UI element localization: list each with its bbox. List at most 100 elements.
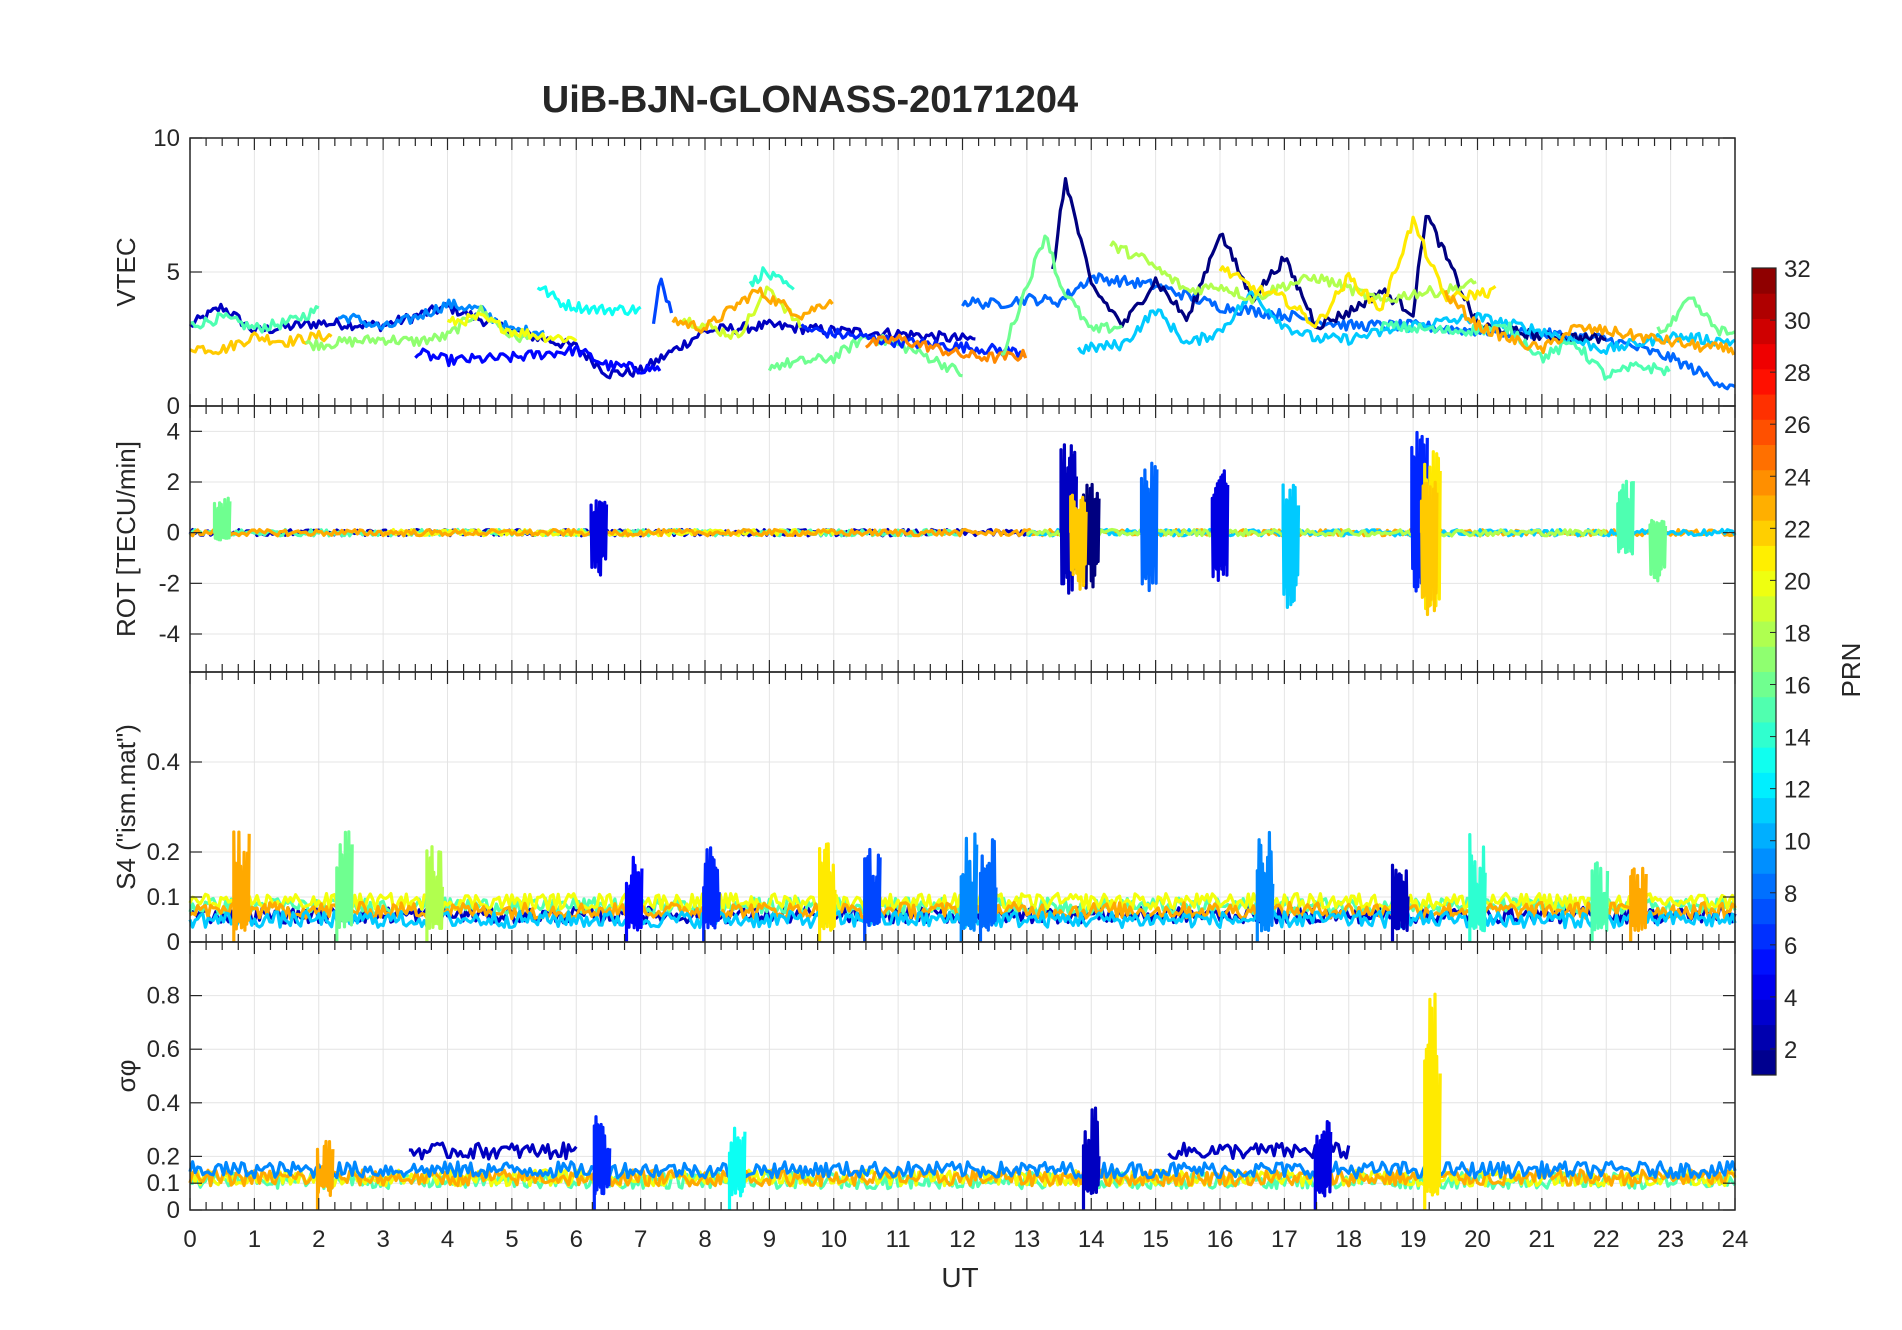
series-prn-5	[414, 344, 662, 375]
series-prn-20	[446, 311, 578, 344]
series-prn-3	[408, 1141, 578, 1161]
colorbar-segment	[1752, 494, 1776, 521]
colorbar-tick-label: 4	[1784, 985, 1797, 1012]
spike-prn-3	[1081, 1106, 1101, 1210]
spike-prn-11	[1281, 483, 1301, 609]
spike-prn-21	[818, 842, 837, 942]
series-prn-1	[1051, 177, 1607, 345]
y-tick-label: 5	[167, 259, 180, 286]
series-prn-14	[748, 266, 795, 291]
x-axis: 0 1 2 3 4 5 6 7 8 9 10 11 12 13 14 15 16 17 18 19 20 21 22 23 24	[183, 1226, 1748, 1253]
y-tick-label: 0.6	[147, 1036, 180, 1063]
colorbar-segment	[1752, 999, 1776, 1026]
x-tick-label: 12	[949, 1226, 976, 1253]
colorbar-tick-label: 14	[1784, 725, 1811, 752]
series-prn-16	[767, 333, 963, 378]
colorbar-tick-label: 30	[1784, 308, 1811, 335]
y-tick-label: 0.4	[147, 749, 180, 776]
series-prn-17	[304, 304, 531, 352]
series-prn-7	[651, 277, 674, 325]
y-tick-label: 0.1	[147, 884, 180, 911]
colorbar-segment	[1752, 1049, 1776, 1076]
colorbar-segment	[1752, 696, 1776, 723]
y-axis-label: σφ	[111, 1060, 141, 1093]
x-tick-label: 22	[1593, 1226, 1620, 1253]
colorbar-segment	[1752, 520, 1776, 546]
y-tick-label: 0	[167, 929, 180, 956]
colorbar-segment	[1752, 848, 1776, 874]
y-tick-label: 0.2	[147, 839, 180, 866]
colorbar-tick-label: 20	[1784, 568, 1811, 595]
y-tick-label: -4	[159, 621, 180, 648]
y-tick-label: 0.1	[147, 1170, 180, 1197]
panel-4: 00.10.2 0.4 0.6 0.8 σφ	[111, 941, 1737, 1224]
x-tick-label: 8	[698, 1226, 711, 1253]
spike-prn-9	[959, 832, 979, 942]
x-tick-label: 13	[1014, 1226, 1041, 1253]
x-tick-label: 15	[1142, 1226, 1169, 1253]
colorbar-segment	[1752, 898, 1776, 925]
colorbar-segment	[1752, 545, 1776, 572]
spike-prn-4	[1210, 469, 1230, 582]
spike-prn-3	[1390, 863, 1410, 942]
colorbar-segment	[1752, 974, 1776, 1000]
colorbar-segment	[1752, 721, 1776, 748]
spike-prn-6	[592, 1115, 612, 1210]
series-prn-24	[864, 333, 1028, 364]
x-tick-label: 3	[376, 1226, 389, 1253]
colorbar-segment	[1752, 948, 1776, 975]
x-tick-label: 1	[248, 1226, 261, 1253]
panel-3: 0 0.1 0.2 0.4S4 ("ism.mat")	[111, 671, 1737, 956]
x-tick-label: 18	[1335, 1226, 1362, 1253]
series-prn-23	[671, 286, 834, 334]
x-tick-label: 5	[505, 1226, 518, 1253]
x-tick-label: 0	[183, 1226, 196, 1253]
colorbar-tick-label: 24	[1784, 464, 1811, 491]
y-tick-label: 4	[167, 418, 180, 445]
spike-prn-16	[1648, 518, 1668, 583]
colorbar-tick-label: 2	[1784, 1037, 1797, 1064]
series-prn-21	[1218, 215, 1497, 329]
y-tick-label: 0	[167, 520, 180, 547]
y-axis-label: VTEC	[111, 237, 141, 306]
y-axis-label: ROT [TECU/min]	[111, 441, 141, 637]
spike-prn-15	[1590, 861, 1610, 942]
spike-prn-23	[232, 830, 251, 942]
panel-2: -4 -2 0 2 4 ROT [TECU/min]	[111, 405, 1737, 673]
y-tick-label: 0.2	[147, 1143, 180, 1170]
colorbar-segment	[1752, 822, 1776, 849]
colorbar-segment	[1752, 318, 1776, 345]
x-tick-label: 17	[1271, 1226, 1298, 1253]
panel-1: 0 5 10 VTEC	[111, 125, 1736, 420]
x-tick-label: 19	[1400, 1226, 1427, 1253]
spike-prn-6	[702, 846, 721, 942]
colorbar-tick-label: 6	[1784, 933, 1797, 960]
colorbar-segment	[1752, 797, 1776, 824]
spike-prn-14	[1468, 833, 1487, 942]
x-tick-label: 24	[1722, 1226, 1749, 1253]
spike-prn-18	[425, 845, 444, 942]
spike-prn-21	[1423, 992, 1442, 1210]
spike-prn-9	[1255, 830, 1275, 942]
x-tick-label: 14	[1078, 1226, 1105, 1253]
spike-prn-16	[335, 830, 354, 942]
colorbar-segment	[1752, 368, 1776, 395]
colorbar-tick-label: 32	[1784, 256, 1811, 283]
x-tick-label: 21	[1529, 1226, 1556, 1253]
y-tick-label: 2	[167, 469, 180, 496]
y-tick-label: 0.8	[147, 983, 180, 1010]
colorbar-segment	[1752, 923, 1776, 950]
spike-prn-23	[315, 1139, 335, 1210]
spike-prn-8	[1139, 461, 1159, 593]
spike-prn-23	[1629, 866, 1648, 942]
series-prn-13	[536, 285, 642, 317]
colorbar-tick-label: 28	[1784, 360, 1811, 387]
x-tick-label: 10	[820, 1226, 847, 1253]
y-tick-label: 0	[167, 1197, 180, 1224]
series-prn-9	[188, 1160, 1737, 1180]
series-prn-15	[189, 305, 320, 334]
y-tick-label: 0	[167, 393, 180, 420]
colorbar-segment	[1752, 268, 1776, 294]
